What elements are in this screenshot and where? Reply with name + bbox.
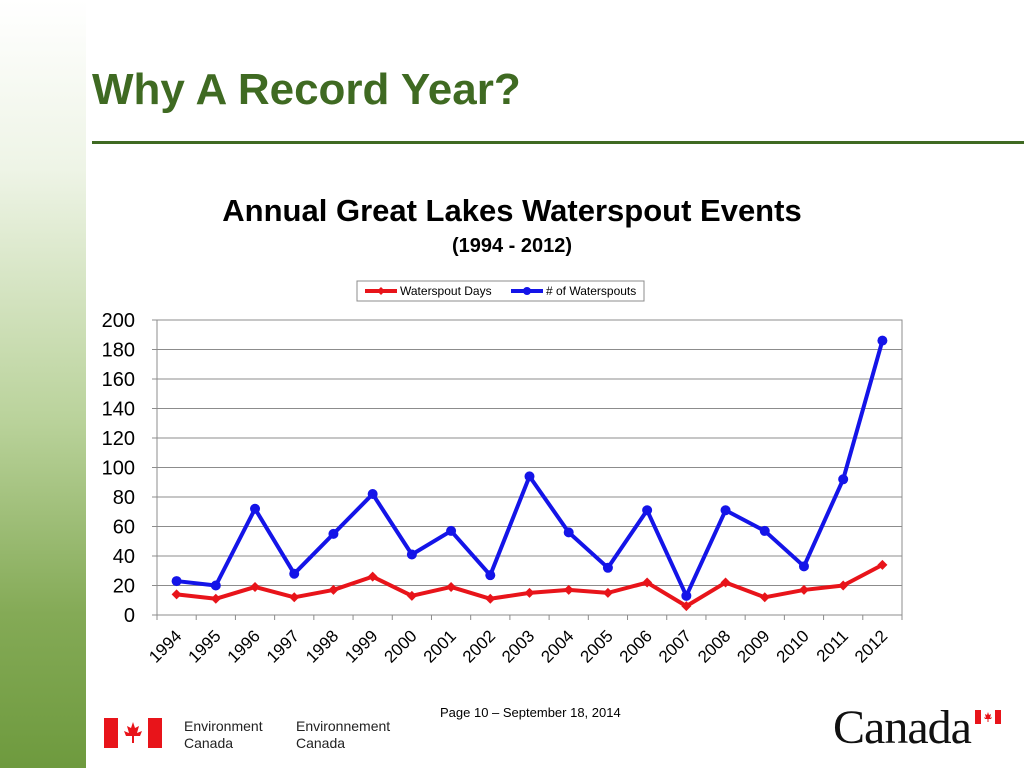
- y-tick-label: 120: [102, 428, 135, 450]
- data-point: [250, 581, 261, 592]
- data-point: [485, 570, 496, 581]
- x-tick-label: 2004: [537, 626, 577, 666]
- x-tick-label: 1997: [263, 626, 303, 666]
- x-tick-label: 2012: [851, 626, 891, 666]
- data-point: [759, 525, 770, 536]
- x-tick-label: 2005: [577, 626, 617, 666]
- x-tick-label: 1999: [341, 626, 381, 666]
- data-point: [485, 593, 496, 604]
- data-point: [328, 584, 339, 595]
- dept-name-french: Environnement Canada: [296, 718, 391, 751]
- data-point: [563, 527, 574, 538]
- legend-swatch-marker: [523, 287, 531, 295]
- x-tick-label: 2002: [459, 626, 499, 666]
- data-point: [720, 505, 731, 516]
- x-tick-label: 2010: [773, 626, 813, 666]
- data-point: [524, 587, 535, 598]
- title-divider: [92, 141, 1024, 144]
- footer-page-info: Page 10 – September 18, 2014: [440, 705, 621, 720]
- canada-wordmark: Canada: [833, 701, 972, 754]
- data-point: [681, 590, 692, 601]
- slide-title: Why A Record Year?: [92, 65, 521, 114]
- data-point: [367, 489, 378, 500]
- plot-area: [156, 319, 903, 616]
- chart-title: Annual Great Lakes Waterspout Events: [222, 193, 802, 228]
- y-tick-label: 140: [102, 399, 135, 421]
- y-tick-label: 60: [113, 517, 135, 539]
- data-point: [642, 505, 653, 516]
- legend-swatch-marker: [377, 287, 385, 295]
- x-tick-label: 1998: [302, 626, 342, 666]
- data-point: [681, 601, 692, 612]
- y-tick-label: 0: [124, 605, 135, 627]
- data-point: [798, 584, 809, 595]
- data-point: [838, 474, 849, 485]
- x-tick-label: 2011: [813, 626, 852, 665]
- y-tick-label: 40: [113, 546, 135, 568]
- data-point: [289, 568, 300, 579]
- y-tick-label: 160: [102, 369, 135, 391]
- x-tick-label: 1994: [145, 626, 185, 666]
- data-point: [171, 589, 182, 600]
- x-tick-label: 2007: [655, 626, 695, 666]
- data-point: [524, 471, 535, 482]
- dept-name-english: Environment Canada: [184, 718, 263, 751]
- canada-flag-icon: [104, 718, 162, 748]
- data-point: [406, 590, 417, 601]
- data-point: [210, 580, 221, 591]
- x-tick-label: 2000: [381, 626, 421, 666]
- data-point: [446, 525, 457, 536]
- data-point: [210, 593, 221, 604]
- data-point: [446, 581, 457, 592]
- data-point: [602, 562, 613, 573]
- y-tick-label: 100: [102, 458, 135, 480]
- data-point: [328, 528, 339, 539]
- y-tick-label: 200: [102, 310, 135, 332]
- wordmark-flag-icon: [975, 710, 1001, 724]
- legend-label: Waterspout Days: [400, 284, 492, 298]
- data-point: [367, 571, 378, 582]
- x-tick-label: 2009: [733, 626, 773, 666]
- legend-label: # of Waterspouts: [546, 284, 636, 298]
- y-tick-label: 20: [113, 576, 135, 598]
- legend-box: [356, 280, 645, 302]
- data-point: [171, 576, 182, 587]
- data-point: [877, 559, 888, 570]
- x-tick-label: 1996: [224, 626, 264, 666]
- data-point: [563, 584, 574, 595]
- chart-subtitle: (1994 - 2012): [451, 235, 573, 257]
- data-point: [250, 503, 261, 514]
- y-tick-label: 80: [113, 487, 135, 509]
- y-tick-label: 180: [102, 340, 135, 362]
- data-point: [838, 580, 849, 591]
- x-tick-label: 1995: [184, 626, 224, 666]
- data-point: [602, 587, 613, 598]
- data-point: [720, 577, 731, 588]
- data-point: [759, 592, 770, 603]
- data-point: [642, 577, 653, 588]
- side-gradient-bar: [0, 0, 86, 768]
- x-tick-label: 2003: [498, 626, 538, 666]
- x-tick-label: 2006: [616, 626, 656, 666]
- x-tick-label: 2001: [420, 626, 460, 666]
- data-point: [406, 549, 417, 560]
- data-point: [289, 592, 300, 603]
- data-point: [798, 561, 809, 572]
- x-tick-label: 2008: [694, 626, 734, 666]
- data-point: [877, 335, 888, 346]
